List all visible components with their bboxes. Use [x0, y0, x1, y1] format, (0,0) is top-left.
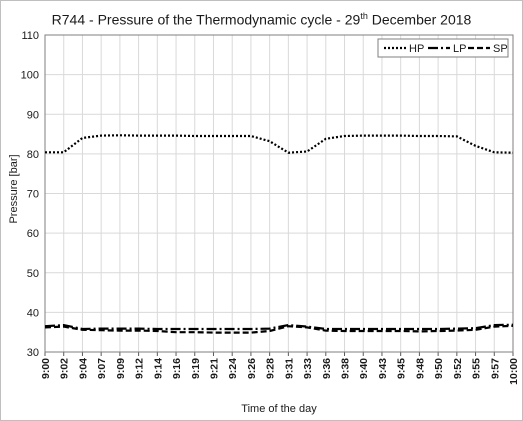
- y-tick-label: 100: [21, 70, 39, 82]
- y-tick-label: 110: [21, 30, 39, 42]
- x-tick-label: 9:04: [77, 358, 89, 379]
- x-tick-label: 9:09: [115, 358, 127, 379]
- x-tick-label: 9:31: [283, 358, 295, 379]
- x-tick-label: 9:38: [340, 358, 352, 379]
- x-tick-label: 9:40: [358, 358, 370, 379]
- x-tick-label: 9:50: [433, 358, 445, 379]
- x-tick-label: 9:12: [134, 358, 146, 379]
- x-tick-label: 9:52: [452, 358, 464, 379]
- y-tick-label: 90: [27, 109, 39, 121]
- x-tick-label: 9:02: [59, 358, 71, 379]
- plot-area-border: [44, 34, 514, 353]
- chart-title-main: R744 - Pressure of the Thermodynamic cyc…: [51, 11, 361, 28]
- x-axis-label: Time of the day: [241, 403, 317, 415]
- series-line-lp: [44, 323, 514, 331]
- series-line-sp: [44, 324, 514, 334]
- x-tick-label: 9:55: [471, 358, 483, 379]
- x-tick-label: 9:36: [321, 358, 333, 379]
- chart-title: R744 - Pressure of the Thermodynamic cyc…: [1, 11, 522, 28]
- y-tick-label: 60: [27, 228, 39, 240]
- x-tick-label: 9:19: [190, 358, 202, 379]
- x-tick-label: 9:26: [246, 358, 258, 379]
- x-tick-label: 9:16: [171, 358, 183, 379]
- y-tick-label: 80: [27, 149, 39, 161]
- y-tick-label: 30: [27, 347, 39, 359]
- y-tick-label: 50: [27, 268, 39, 280]
- legend-label-hp: HP: [409, 43, 424, 55]
- x-tick-label: 9:33: [302, 358, 314, 379]
- x-tick-label: 9:07: [96, 358, 108, 379]
- x-tick-label: 9:57: [489, 358, 501, 379]
- x-tick-label: 9:21: [208, 358, 220, 379]
- y-tick-label: 40: [27, 307, 39, 319]
- x-tick-label: 9:48: [414, 358, 426, 379]
- y-tick-label: 70: [27, 189, 39, 201]
- chart-title-end: December 2018: [367, 11, 472, 28]
- x-tick-label: 9:28: [265, 358, 277, 379]
- chart-title-superscript: th: [360, 11, 368, 21]
- x-tick-label: 9:14: [152, 358, 164, 379]
- legend-label-sp: SP: [493, 43, 508, 55]
- x-tick-label: 9:45: [396, 358, 408, 379]
- series-line-hp: [45, 134, 514, 154]
- legend-label-lp: LP: [453, 43, 466, 55]
- x-tick-label: 9:24: [227, 358, 239, 379]
- x-tick-label: 10:00: [508, 358, 520, 385]
- x-tick-label: 9:00: [40, 358, 52, 379]
- x-tick-label: 9:43: [377, 358, 389, 379]
